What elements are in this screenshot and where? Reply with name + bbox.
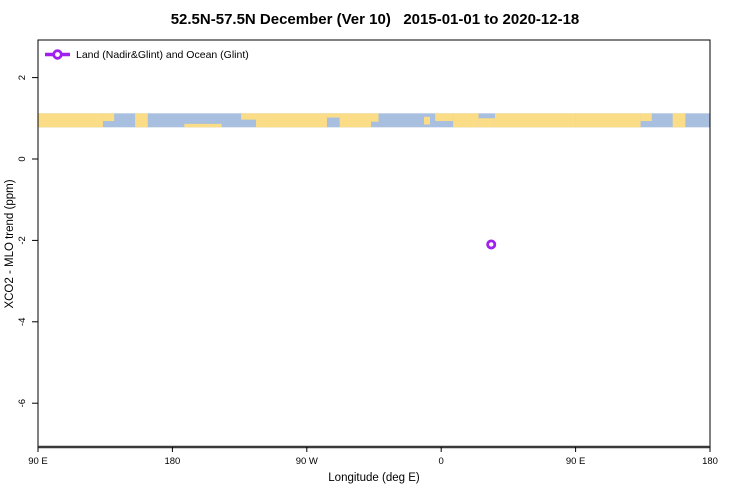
map-band-land-segment — [339, 113, 372, 128]
map-band-land-segment — [256, 113, 327, 128]
map-band-land-segment — [326, 113, 342, 118]
map-band-land-segment — [453, 113, 479, 128]
x-tick-label: 180 — [164, 456, 180, 467]
map-band-land-segment — [494, 113, 576, 128]
y-tick-label: 2 — [17, 75, 28, 80]
x-tick-label: 0 — [439, 456, 444, 467]
map-band-land-segment — [184, 123, 222, 128]
map-band-land-segment — [672, 113, 686, 128]
x-axis-title: Longitude (deg E) — [328, 472, 420, 484]
map-band-land-segment — [435, 113, 454, 122]
chart-title: 52.5N-57.5N December (Ver 10) 2015-01-01… — [170, 11, 580, 28]
y-tick-label: 0 — [17, 156, 28, 161]
plot-frame — [37, 39, 711, 448]
map-band-land-segment — [135, 113, 148, 128]
x-tick-label: 90 E — [566, 456, 586, 467]
map-band-land-segment — [102, 113, 115, 122]
map-band-land-segment — [640, 113, 652, 122]
x-tick-label: 90 E — [28, 456, 48, 467]
y-tick-label: -2 — [17, 236, 28, 244]
legend-label: Land (Nadir&Glint) and Ocean (Glint) — [76, 49, 249, 61]
map-band-land-segment — [478, 118, 495, 128]
map-band-land-segment — [424, 116, 430, 125]
x-tick-label: 180 — [702, 456, 718, 467]
y-tick-label: -4 — [17, 318, 28, 326]
map-band-land-segment — [371, 113, 379, 122]
map-band-land-segment — [38, 113, 103, 128]
map-band-land-segment — [241, 113, 257, 120]
map-band-land-segment — [575, 113, 641, 128]
data-point-marker — [486, 239, 497, 250]
x-tick-label: 90 W — [296, 456, 318, 467]
y-tick-label: -6 — [17, 399, 28, 407]
legend-marker-circle — [52, 49, 63, 60]
